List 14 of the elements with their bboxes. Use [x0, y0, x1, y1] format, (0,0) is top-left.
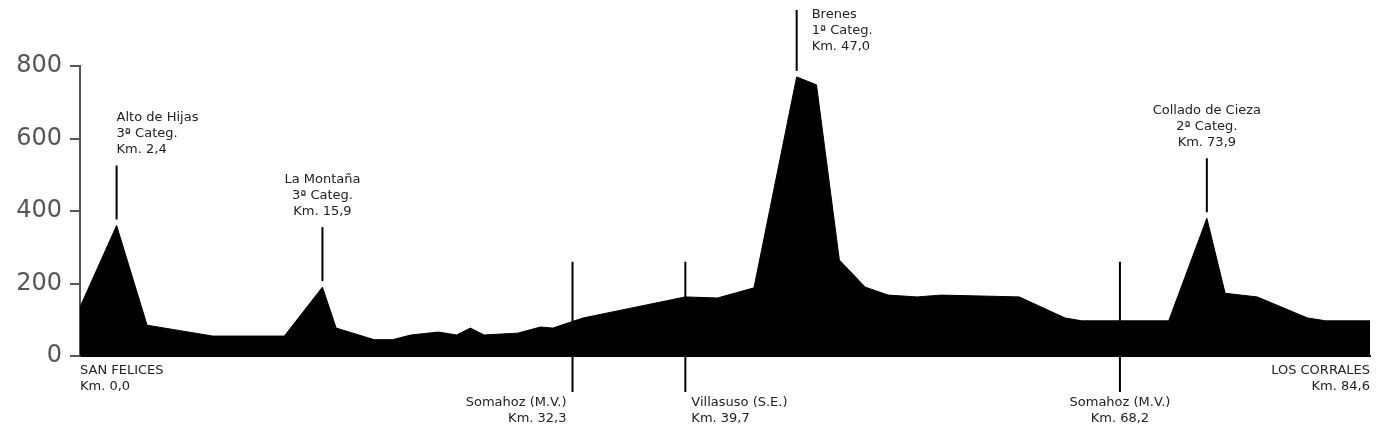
annotation: La Montaña 3ª Categ. Km. 15,9: [284, 171, 361, 218]
y-tick-label: 400: [16, 195, 62, 224]
text: LOS CORRALES Km. 84,6: [1271, 361, 1370, 393]
ref-line-label: Villasuso (S.E.) Km. 39,7: [691, 393, 788, 425]
annotation: Brenes 1ª Categ. Km. 47,0: [811, 5, 873, 53]
ref-line-label: Somahoz (M.V.) Km. 32,3: [465, 393, 567, 425]
text: SAN FELICES Km. 0,0: [80, 361, 164, 393]
annotation: Alto de Hijas 3ª Categ. Km. 2,4: [116, 109, 199, 157]
ref-line-label: Somahoz (M.V.) Km. 68,2: [1069, 393, 1171, 425]
y-tick-label: 800: [16, 50, 62, 79]
y-tick-label: 0: [46, 340, 62, 369]
annotation: Collado de Cieza 2ª Categ. Km. 73,9: [1152, 102, 1262, 150]
y-tick-label: 200: [16, 267, 62, 296]
y-tick-label: 600: [16, 122, 62, 151]
